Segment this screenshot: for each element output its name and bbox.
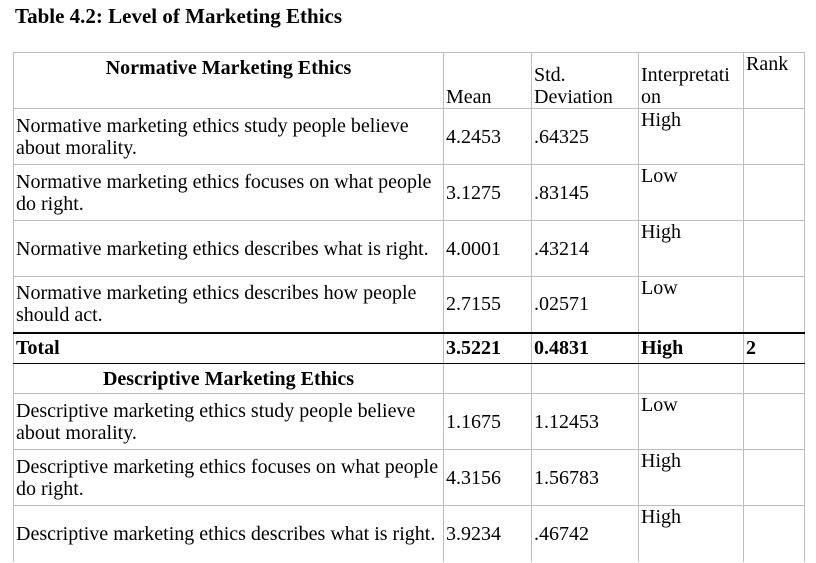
- empty-cell: [443, 363, 532, 394]
- table-row: Normative marketing ethics describes wha…: [13, 220, 805, 277]
- interpretation-cell: Low: [638, 276, 744, 333]
- statement-cell: Normative marketing ethics describes how…: [13, 276, 444, 333]
- empty-cell: [531, 363, 639, 394]
- empty-cell: [743, 363, 805, 394]
- interpretation-cell: High: [638, 108, 744, 165]
- statement-cell: Normative marketing ethics describes wha…: [13, 220, 444, 277]
- total-mean: 3.5221: [443, 331, 532, 364]
- mean-cell: 4.2453: [443, 108, 532, 165]
- interpretation-cell: Low: [638, 393, 744, 450]
- statement-cell: Descriptive marketing ethics study peopl…: [13, 393, 444, 450]
- table-row: Descriptive marketing ethics study peopl…: [13, 393, 805, 450]
- mean-cell: 4.3156: [443, 449, 532, 506]
- std-deviation-header: Std. Deviation: [531, 52, 639, 109]
- total-row: Total 3.5221 0.4831 High 2: [13, 331, 805, 364]
- interpretation-cell: High: [638, 449, 744, 506]
- header-row: Normative Marketing Ethics Mean Std. Devi…: [13, 52, 805, 109]
- section-descriptive-header: Descriptive Marketing Ethics: [13, 363, 444, 394]
- section-row: Descriptive Marketing Ethics: [13, 363, 805, 394]
- std-header-line1: Std.: [534, 64, 566, 86]
- table-caption: Table 4.2: Level of Marketing Ethics: [15, 4, 343, 28]
- std-cell: 1.56783: [531, 449, 639, 506]
- interpretation-header: Interpretati on: [638, 52, 744, 109]
- std-cell: .43214: [531, 220, 639, 277]
- std-cell: .64325: [531, 108, 639, 165]
- interp-header-line2: on: [641, 86, 661, 108]
- mean-cell: 2.7155: [443, 276, 532, 333]
- mean-cell: 3.9234: [443, 505, 532, 562]
- total-std: 0.4831: [531, 331, 639, 364]
- interpretation-cell: Low: [638, 164, 744, 221]
- statement-cell: Normative marketing ethics focuses on wh…: [13, 164, 444, 221]
- marketing-ethics-table: Normative Marketing Ethics Mean Std. Devi…: [13, 52, 805, 562]
- total-interpretation: High: [638, 331, 744, 364]
- statement-cell: Descriptive marketing ethics focuses on …: [13, 449, 444, 506]
- std-cell: .46742: [531, 505, 639, 562]
- table-row: Normative marketing ethics focuses on wh…: [13, 164, 805, 221]
- section-normative-header: Normative Marketing Ethics: [13, 52, 444, 109]
- interpretation-cell: High: [638, 220, 744, 277]
- empty-cell: [638, 363, 744, 394]
- table-row: Descriptive marketing ethics focuses on …: [13, 449, 805, 506]
- statement-cell: Normative marketing ethics study people …: [13, 108, 444, 165]
- std-cell: .83145: [531, 164, 639, 221]
- table-row: Descriptive marketing ethics describes w…: [13, 505, 805, 562]
- rank-cell: [743, 505, 805, 562]
- mean-cell: 1.1675: [443, 393, 532, 450]
- total-rank: 2: [743, 331, 805, 364]
- interp-header-line1: Interpretati: [641, 64, 730, 86]
- std-cell: .02571: [531, 276, 639, 333]
- table-row: Normative marketing ethics describes how…: [13, 276, 805, 333]
- std-cell: 1.12453: [531, 393, 639, 450]
- mean-cell: 4.0001: [443, 220, 532, 277]
- rank-cell: [743, 164, 805, 221]
- mean-cell: 3.1275: [443, 164, 532, 221]
- rank-cell: [743, 108, 805, 165]
- table-row: Normative marketing ethics study people …: [13, 108, 805, 165]
- rank-header: Rank: [743, 52, 805, 109]
- total-label: Total: [13, 331, 444, 364]
- std-header-line2: Deviation: [534, 86, 613, 108]
- rank-cell: [743, 393, 805, 450]
- rank-cell: [743, 449, 805, 506]
- interpretation-cell: High: [638, 505, 744, 562]
- rank-cell: [743, 276, 805, 333]
- statement-cell: Descriptive marketing ethics describes w…: [13, 505, 444, 562]
- mean-header: Mean: [443, 52, 532, 109]
- rank-cell: [743, 220, 805, 277]
